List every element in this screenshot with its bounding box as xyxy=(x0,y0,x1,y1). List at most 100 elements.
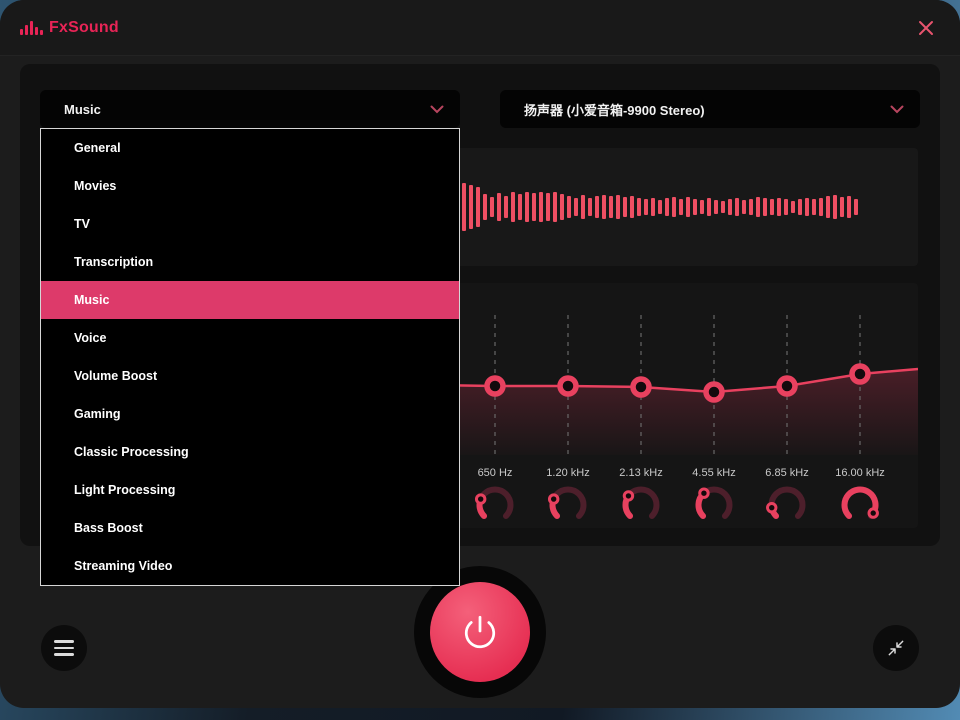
menu-item-movies[interactable]: Movies xyxy=(74,179,117,193)
eq-gain-knob[interactable] xyxy=(545,482,591,528)
preset-select-value: Music xyxy=(64,101,101,117)
spectrum-bar xyxy=(651,198,655,216)
knob-handle-dot xyxy=(547,493,560,505)
spectrum-bar xyxy=(602,195,606,219)
preset-select[interactable]: Music xyxy=(40,90,460,128)
spectrum-bar xyxy=(798,199,802,215)
spectrum-bar xyxy=(847,196,851,218)
spectrum-bar xyxy=(469,185,473,229)
spectrum-bar xyxy=(476,187,480,227)
spectrum-bar xyxy=(511,192,515,222)
spectrum-bar xyxy=(707,198,711,216)
eq-frequency-label: 6.85 kHz xyxy=(765,467,809,479)
spectrum-bar xyxy=(805,198,809,216)
menu-item-general[interactable]: General xyxy=(74,141,121,155)
eq-gain-knob[interactable] xyxy=(691,482,737,528)
menu-item-tv[interactable]: TV xyxy=(74,217,90,231)
collapse-arrows-icon xyxy=(888,640,904,656)
menu-item-streaming-video[interactable]: Streaming Video xyxy=(74,559,173,573)
eq-frequency-label: 1.20 kHz xyxy=(546,467,590,479)
spectrum-bar xyxy=(462,183,466,231)
spectrum-bar xyxy=(532,193,536,221)
spectrum-bar xyxy=(497,193,501,221)
spectrum-bar xyxy=(490,197,494,217)
spectrum-bar xyxy=(581,195,585,219)
eq-gain-knob[interactable] xyxy=(618,482,664,528)
eq-node[interactable] xyxy=(703,381,725,403)
eq-node[interactable] xyxy=(776,375,798,397)
menu-item-voice[interactable]: Voice xyxy=(74,331,107,345)
spectrum-bars xyxy=(462,148,858,266)
preset-dropdown-menu: General Movies TV Transcription Music Voice Vo… xyxy=(40,128,460,586)
menu-item-transcription[interactable]: Transcription xyxy=(74,255,154,269)
spectrum-bar xyxy=(777,198,781,216)
spectrum-bar xyxy=(609,196,613,218)
spectrum-bar xyxy=(679,199,683,215)
output-device-value: 扬声器 (小爱音箱-9900 Stereo) xyxy=(524,102,705,118)
spectrum-bar xyxy=(630,196,634,218)
power-icon xyxy=(464,615,496,649)
menu-item-gaming[interactable]: Gaming xyxy=(74,407,121,421)
eq-band-1: 650 Hz xyxy=(455,467,535,528)
eq-gain-knob[interactable] xyxy=(472,482,518,528)
menu-item-classic-processing[interactable]: Classic Processing xyxy=(74,445,189,459)
spectrum-bar xyxy=(539,192,543,222)
spectrum-bar xyxy=(693,199,697,215)
spectrum-bar xyxy=(812,199,816,215)
eq-band-6: 16.00 kHz xyxy=(820,467,900,528)
knob-handle-dot xyxy=(474,493,487,505)
spectrum-bar xyxy=(658,200,662,214)
spectrum-bar xyxy=(686,197,690,217)
eq-gain-knob[interactable] xyxy=(837,482,883,528)
spectrum-bar xyxy=(742,200,746,214)
eq-frequency-label: 2.13 kHz xyxy=(619,467,663,479)
knob-handle-dot xyxy=(867,507,879,519)
minimize-window-button[interactable] xyxy=(873,625,919,671)
spectrum-bar xyxy=(784,199,788,215)
eq-frequency-label: 650 Hz xyxy=(477,467,513,479)
app-name: FxSound xyxy=(49,18,119,36)
spectrum-bar xyxy=(644,199,648,215)
menu-item-volume-boost[interactable]: Volume Boost xyxy=(74,369,158,383)
eq-band-3: 2.13 kHz xyxy=(601,467,681,528)
knob-handle-dot xyxy=(766,501,778,514)
eq-curve-line xyxy=(39,367,919,394)
eq-node[interactable] xyxy=(849,363,871,385)
eq-band-5: 6.85 kHz xyxy=(747,467,827,528)
spectrum-bar xyxy=(672,197,676,217)
spectrum-bar xyxy=(553,192,557,222)
spectrum-bar xyxy=(546,193,550,221)
close-button[interactable] xyxy=(912,14,940,42)
spectrum-bar xyxy=(770,199,774,215)
spectrum-bar xyxy=(623,197,627,217)
spectrum-bar xyxy=(616,195,620,219)
power-button[interactable] xyxy=(430,582,530,682)
power-button-ring xyxy=(414,566,546,698)
menu-item-music[interactable]: Music xyxy=(41,281,459,319)
spectrum-bar xyxy=(567,196,571,218)
eq-node[interactable] xyxy=(630,376,652,398)
title-bar: FxSound xyxy=(0,0,960,56)
eq-frequency-label: 4.55 kHz xyxy=(692,467,736,479)
spectrum-bar xyxy=(791,201,795,213)
spectrum-bar xyxy=(854,199,858,215)
spectrum-bar xyxy=(833,195,837,219)
eq-node[interactable] xyxy=(557,375,579,397)
spectrum-bar xyxy=(560,194,564,220)
spectrum-bar xyxy=(819,198,823,216)
output-device-select[interactable]: 扬声器 (小爱音箱-9900 Stereo) xyxy=(500,90,920,128)
eq-gain-knob[interactable] xyxy=(764,482,810,528)
menu-item-light-processing[interactable]: Light Processing xyxy=(74,483,176,497)
eq-node[interactable] xyxy=(484,375,506,397)
spectrum-bar xyxy=(525,192,529,222)
hamburger-icon xyxy=(54,640,74,643)
spectrum-bar xyxy=(588,198,592,216)
menu-button[interactable] xyxy=(41,625,87,671)
spectrum-bar xyxy=(637,198,641,216)
eq-band-2: 1.20 kHz xyxy=(528,467,608,528)
menu-item-bass-boost[interactable]: Bass Boost xyxy=(74,521,143,535)
spectrum-bar xyxy=(665,198,669,216)
spectrum-bar xyxy=(756,197,760,217)
close-icon xyxy=(919,20,933,35)
